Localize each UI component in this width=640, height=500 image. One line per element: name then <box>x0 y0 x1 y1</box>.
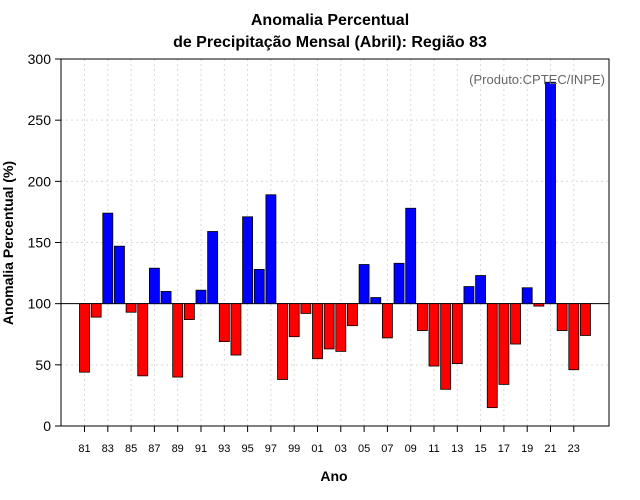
bar-2020 <box>533 303 545 307</box>
x-tick-label: 17 <box>498 443 510 455</box>
y-tick-label: 300 <box>28 51 52 67</box>
y-tick-label: 50 <box>35 357 51 373</box>
bar-1983 <box>102 212 114 305</box>
bar-2008 <box>393 262 405 305</box>
x-tick-label: 83 <box>102 443 114 455</box>
x-tick-label: 95 <box>241 443 253 455</box>
x-tick-label: 13 <box>451 443 463 455</box>
y-axis: 0 50 100 150 200 250 300 <box>28 51 61 434</box>
bar-1987 <box>148 267 160 305</box>
bar-1998 <box>277 303 288 380</box>
x-tick-label: 21 <box>544 443 556 455</box>
bar-1982 <box>90 303 102 318</box>
bar-2022 <box>556 303 568 331</box>
x-tick-label: 89 <box>172 443 184 455</box>
y-tick-label: 150 <box>28 235 52 251</box>
bar-1993 <box>218 303 230 342</box>
x-tick-label: 99 <box>288 443 300 455</box>
x-tick-label: 19 <box>521 443 533 455</box>
bar-2002 <box>323 303 335 350</box>
bar-2010 <box>416 303 428 331</box>
bar-2013 <box>451 303 463 365</box>
bar-1990 <box>183 303 195 320</box>
x-axis-label: Ano <box>320 468 347 484</box>
bar-2016 <box>486 303 498 409</box>
x-tick-label: 85 <box>125 443 137 455</box>
x-tick-label: 09 <box>405 443 417 455</box>
bar-2024 <box>580 303 591 336</box>
bar-1985 <box>125 303 137 313</box>
x-tick-label: 07 <box>381 443 393 455</box>
bar-2018 <box>510 303 521 345</box>
y-tick-label: 0 <box>43 418 51 434</box>
x-tick-label: 11 <box>428 443 439 455</box>
bar-1995 <box>242 216 254 305</box>
bar-1996 <box>253 269 265 305</box>
bar-2019 <box>521 287 533 305</box>
bar-1989 <box>172 303 184 378</box>
bar-1986 <box>137 303 149 377</box>
bar-2011 <box>428 303 440 367</box>
bar-1994 <box>230 303 242 356</box>
bar-2014 <box>463 286 475 305</box>
bar-2003 <box>335 303 347 352</box>
x-tick-label: 81 <box>78 443 90 455</box>
bar-2001 <box>312 303 323 360</box>
bar-2006 <box>370 297 382 305</box>
y-axis-label: Anomalia Percentual (%) <box>0 161 16 325</box>
bar-2021 <box>545 81 556 305</box>
x-tick-label: 87 <box>148 443 160 455</box>
bar-2004 <box>347 303 358 327</box>
bar-2017 <box>498 303 510 385</box>
chart-subtitle: de Precipitação Mensal (Abril): Região 8… <box>173 34 487 51</box>
bar-2007 <box>381 303 393 339</box>
y-tick-label: 250 <box>28 112 52 128</box>
chart-title: Anomalia Percentual <box>251 12 409 29</box>
bar-2009 <box>405 207 417 305</box>
bar-2000 <box>300 303 312 314</box>
bar-1981 <box>79 303 90 373</box>
x-tick-label: 03 <box>335 443 347 455</box>
x-tick-label: 91 <box>195 443 207 455</box>
x-axis: 81 83 85 87 89 91 93 95 97 99 01 03 05 07 09 11 13 15 17 19… <box>78 426 580 455</box>
x-tick-label: 23 <box>568 443 580 455</box>
bar-1999 <box>288 303 300 338</box>
bar-1997 <box>265 194 277 305</box>
credit-label: (Produto:CPTEC/INPE) <box>469 72 605 87</box>
bar-1992 <box>207 231 219 305</box>
x-tick-label: 15 <box>474 443 486 455</box>
bar-1988 <box>160 291 172 305</box>
bar-2023 <box>568 303 580 371</box>
bar-1991 <box>195 289 207 305</box>
x-tick-label: 01 <box>311 443 323 455</box>
x-tick-label: 93 <box>218 443 230 455</box>
x-tick-label: 05 <box>358 443 370 455</box>
bar-2015 <box>475 275 487 305</box>
y-tick-label: 100 <box>28 296 52 312</box>
bar-1984 <box>114 245 125 305</box>
bars <box>79 81 591 409</box>
bar-2012 <box>440 303 452 390</box>
y-tick-label: 200 <box>28 173 52 189</box>
x-tick-label: 97 <box>265 443 277 455</box>
bar-2005 <box>358 264 370 305</box>
